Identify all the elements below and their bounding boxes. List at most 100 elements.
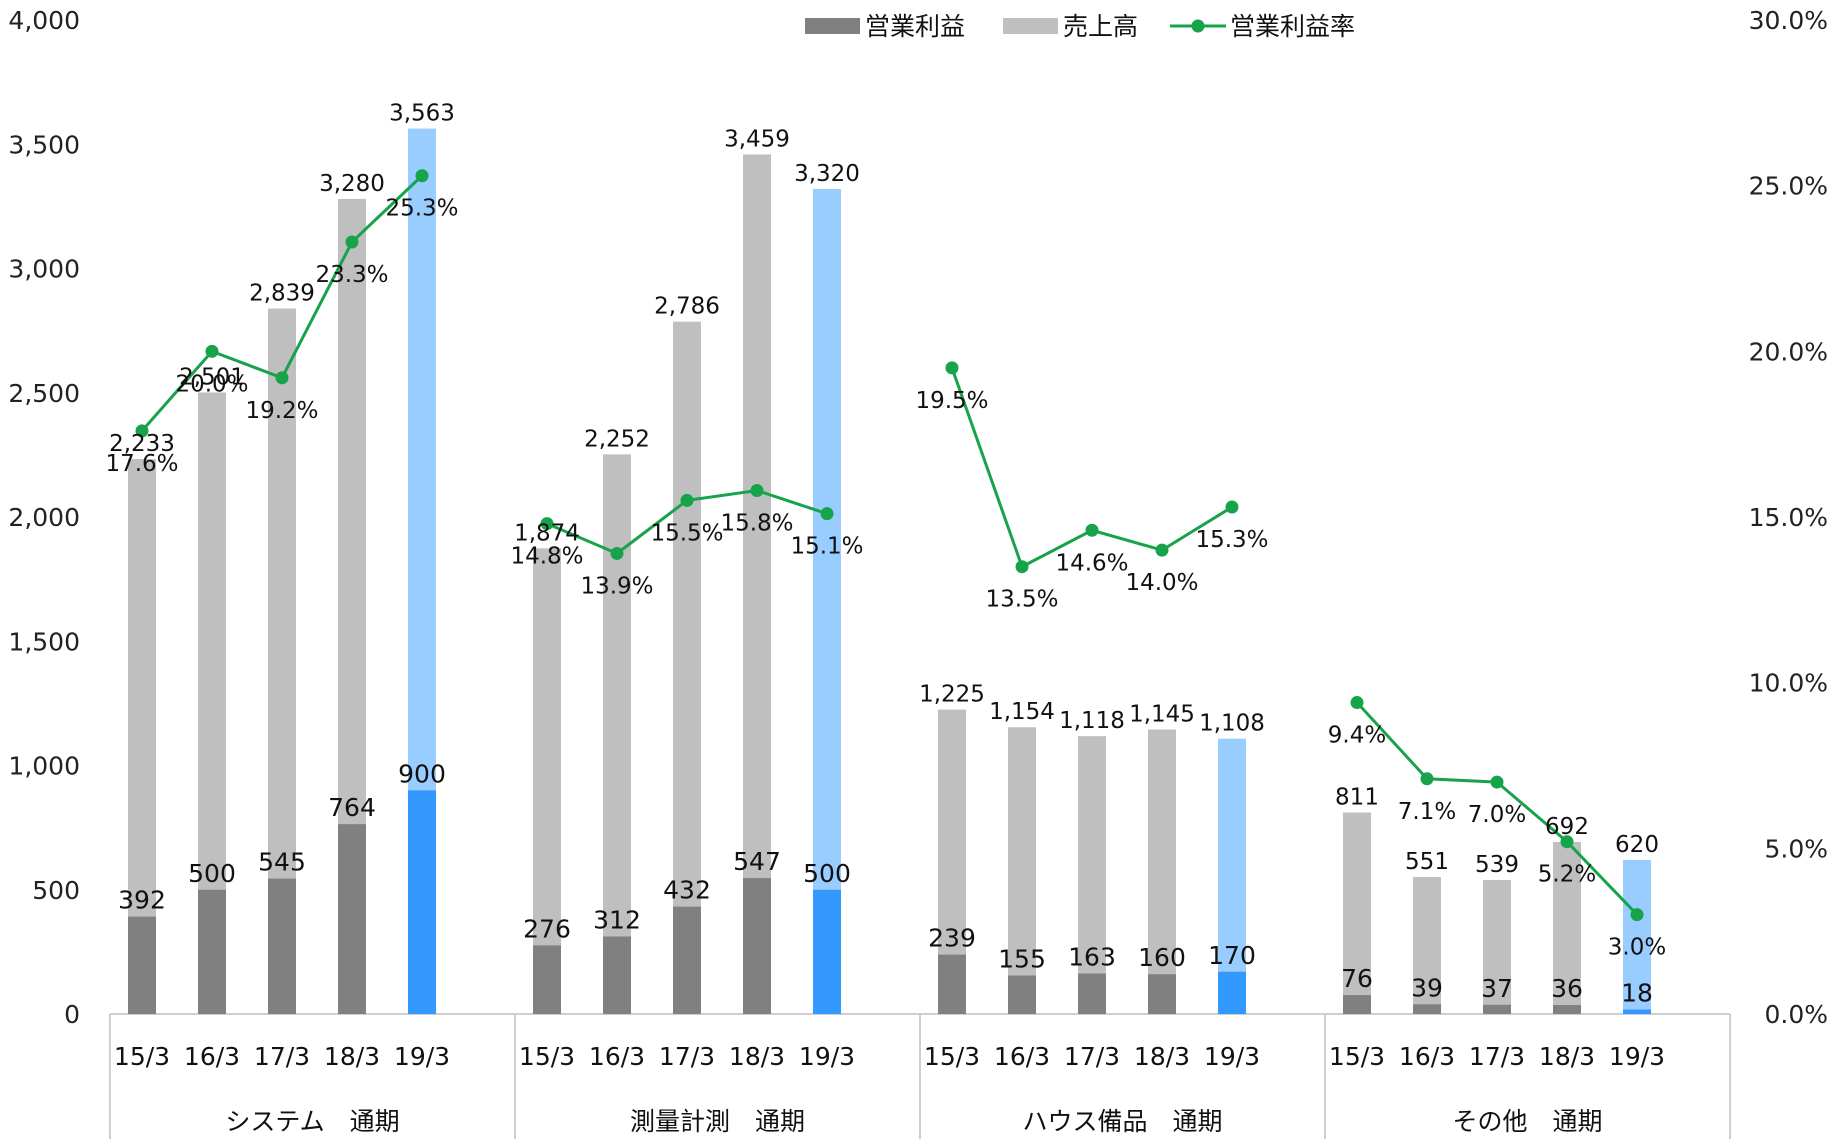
sales-bar [1008,727,1036,1014]
y-right-tick-label: 10.0% [1749,669,1828,698]
margin-point [415,169,429,183]
operating-profit-bar [603,936,631,1014]
group-label: ハウス備品 通期 [1022,1107,1222,1136]
operating-profit-bar [338,824,366,1014]
sales-bar [1413,877,1441,1014]
y-right-tick-label: 20.0% [1749,337,1828,366]
margin-value-label: 9.4% [1328,723,1386,749]
sales-value-label: 2,252 [584,426,650,452]
margin-value-label: 20.0% [175,371,248,397]
period-tick-label: 17/3 [1064,1042,1120,1071]
margin-value-label: 7.1% [1398,799,1456,825]
operating-profit-bar [1623,1009,1651,1014]
margin-point [1490,775,1504,789]
operating-profit-value-label: 764 [328,793,376,822]
period-tick-label: 16/3 [589,1042,645,1071]
sales-bar [1343,812,1371,1014]
labels-layer: 2,233 392 17.6% 2,501 500 20.0% 2,839 545 19.2% 3… [105,101,1666,1008]
operating-profit-bar [673,906,701,1014]
y-left-tick-label: 1,000 [8,752,80,781]
sales-value-label: 3,459 [724,126,790,152]
sales-bar [1078,736,1106,1014]
period-tick-label: 19/3 [1204,1042,1260,1071]
margin-point [205,344,219,358]
margin-point [1015,560,1029,574]
margin-value-label: 15.3% [1195,527,1268,553]
period-tick-label: 16/3 [184,1042,240,1071]
operating-profit-bar [1483,1004,1511,1014]
y-left-tick-label: 500 [32,876,80,905]
sales-value-label: 1,874 [514,520,580,546]
period-tick-label: 19/3 [1609,1042,1665,1071]
operating-profit-value-label: 545 [258,848,306,877]
operating-profit-value-label: 18 [1621,979,1653,1008]
margin-value-label: 14.6% [1055,550,1128,576]
sales-value-label: 620 [1615,832,1659,858]
operating-profit-value-label: 39 [1411,973,1443,1002]
period-tick-label: 15/3 [1329,1042,1385,1071]
margin-value-label: 19.2% [245,398,318,424]
legend-swatch [1003,18,1058,34]
sales-value-label: 2,786 [654,294,720,320]
margin-value-label: 17.6% [105,451,178,477]
period-tick-label: 15/3 [114,1042,170,1071]
sales-value-label: 2,839 [249,281,315,307]
sales-value-label: 3,320 [794,161,860,187]
operating-profit-value-label: 900 [398,759,446,788]
operating-profit-value-label: 500 [188,859,236,888]
operating-profit-bar [1218,971,1246,1014]
period-tick-label: 15/3 [519,1042,575,1071]
sales-value-label: 551 [1405,849,1449,875]
legend-label: 売上高 [1063,12,1138,41]
margin-value-label: 23.3% [315,262,388,288]
margin-point [750,483,764,497]
margin-point [1560,835,1574,849]
operating-profit-value-label: 276 [523,914,571,943]
bars-layer [128,128,1651,1015]
legend-swatch [805,18,860,34]
margin-point [1350,696,1364,710]
sales-bar [673,321,701,1015]
y-left-tick-label: 4,000 [8,6,80,35]
margin-point [610,546,624,560]
operating-profit-bar [1413,1004,1441,1014]
margin-value-label: 5.2% [1538,862,1596,888]
period-tick-label: 15/3 [924,1042,980,1071]
operating-profit-value-label: 547 [733,847,781,876]
operating-profit-bar [1553,1005,1581,1014]
margin-point [1630,908,1644,922]
y-left-tick-label: 3,000 [8,255,80,284]
operating-profit-bar [268,878,296,1014]
operating-profit-value-label: 76 [1341,964,1373,993]
operating-profit-bar [1078,973,1106,1014]
sales-value-label: 811 [1335,784,1379,810]
sales-value-label: 692 [1545,814,1589,840]
period-tick-label: 18/3 [1539,1042,1595,1071]
y-right-tick-label: 5.0% [1764,834,1828,863]
sales-bar [1623,859,1651,1014]
sales-value-label: 1,225 [919,682,985,708]
sales-bar [743,154,771,1015]
margin-point [945,361,959,375]
margin-value-label: 7.0% [1468,802,1526,828]
operating-profit-bar [1343,995,1371,1014]
margin-value-label: 15.1% [790,534,863,560]
y-right-tick-label: 15.0% [1749,503,1828,532]
y-left-tick-label: 2,000 [8,503,80,532]
operating-profit-value-label: 392 [118,886,166,915]
y-left-tick-label: 3,500 [8,130,80,159]
y-left-tick-label: 2,500 [8,379,80,408]
period-tick-label: 17/3 [254,1042,310,1071]
margin-line [950,367,1233,569]
period-tick-label: 18/3 [1134,1042,1190,1071]
margin-value-label: 13.9% [580,573,653,599]
margin-point [1155,543,1169,557]
operating-profit-bar [938,954,966,1014]
sales-value-label: 1,145 [1129,701,1195,727]
period-tick-label: 18/3 [324,1042,380,1071]
margin-point [135,424,149,438]
operating-profit-bar [1148,974,1176,1014]
margin-point [820,507,834,521]
legend-label: 営業利益 [865,12,965,41]
y-right-tick-label: 30.0% [1749,6,1828,35]
